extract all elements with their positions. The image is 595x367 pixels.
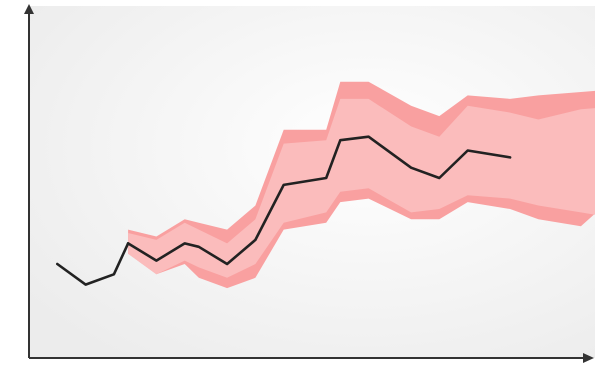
forecast-mean-line xyxy=(126,135,512,266)
y-axis-arrow xyxy=(24,4,34,14)
history-series-line xyxy=(56,242,130,286)
x-axis-arrow xyxy=(583,353,594,363)
forecast-inner-interval-band xyxy=(128,98,595,278)
